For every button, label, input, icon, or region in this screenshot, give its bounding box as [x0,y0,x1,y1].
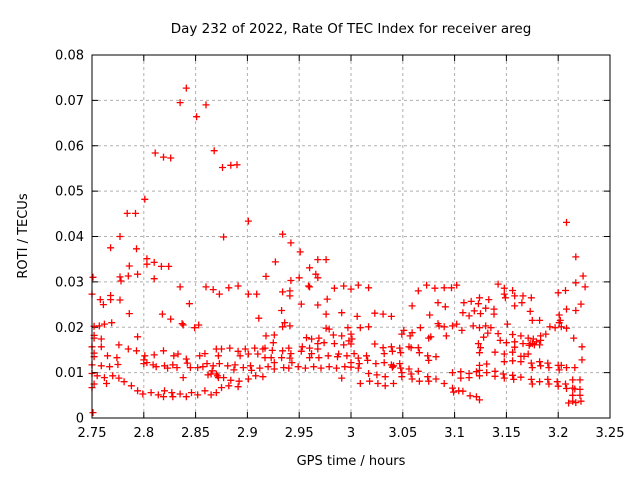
y-tick-label: 0.08 [55,49,84,64]
plot-border [91,54,611,419]
y-tick-label: 0 [76,412,84,427]
y-axis-label: ROTI / TECUs [16,193,31,278]
x-tick-label: 2.9 [237,426,258,441]
y-tick-label: 0.06 [55,139,84,154]
data-point-markers [88,84,589,417]
y-tick-label: 0.07 [55,94,84,109]
y-tick-label: 0.01 [55,366,84,381]
y-tick-label: 0.03 [55,275,84,290]
tick-label-layer: 2.75 2.8 2.85 2.9 2.95 3 3.05 3.1 3.15 3.2 3.25 0 0.… [55,49,624,442]
x-tick-label: 3.2 [548,426,569,441]
x-tick-label: 3.05 [388,426,417,441]
y-tick-label: 0.04 [55,230,84,245]
scatter-points [88,84,589,417]
x-tick-label: 3.1 [444,426,465,441]
y-tick-label: 0.02 [55,321,84,336]
x-tick-label: 2.95 [285,426,314,441]
x-tick-label: 3.25 [596,426,625,441]
x-axis-label: GPS time / hours [297,454,406,469]
x-tick-label: 2.85 [181,426,210,441]
x-tick-label: 2.8 [133,426,154,441]
x-tick-label: 2.75 [78,426,107,441]
y-tick-label: 0.05 [55,185,84,200]
chart-title: Day 232 of 2022, Rate Of TEC Index for r… [171,21,532,37]
x-tick-label: 3.15 [492,426,521,441]
x-tick-label: 3 [347,426,355,441]
